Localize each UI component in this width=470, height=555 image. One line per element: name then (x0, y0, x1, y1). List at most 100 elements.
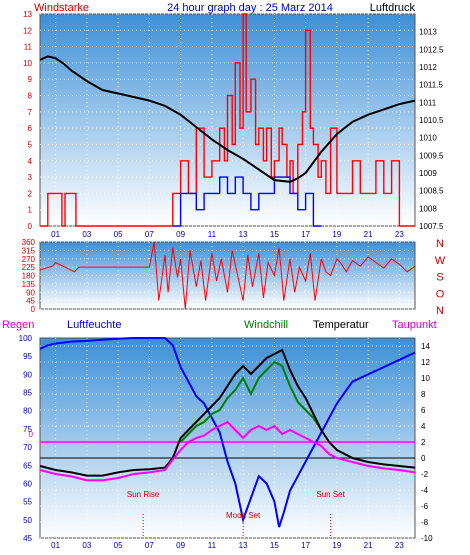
panel-temperature-humidity-background (39, 337, 416, 539)
panel-temperature-humidity-series (39, 337, 416, 528)
wind-time-tick-17: 17 (301, 230, 310, 239)
luftfeuchte-tick-70: 70 (23, 443, 32, 452)
luftdruck-tick-1012-5: 1012.5 (419, 45, 444, 54)
dir-tick-180: 180 (22, 272, 36, 281)
windstarke-tick-12: 12 (23, 26, 32, 35)
dir-tick-45: 45 (26, 297, 35, 306)
dir-tick-90: 90 (26, 288, 35, 297)
luftdruck-tick-1008-5: 1008.5 (419, 187, 444, 196)
temp-tick--8: -8 (421, 518, 429, 527)
temp-time-tick-05: 05 (114, 541, 123, 550)
label-regen: Regen (2, 319, 34, 331)
astro-label-2: Sun Set (316, 490, 345, 499)
luftfeuchte-tick-85: 85 (23, 389, 32, 398)
series-luftfeuchte (39, 337, 416, 528)
wind-time-tick-01: 01 (51, 230, 60, 239)
panel-temperature-humidity-right-axis: -10 -8 -6 -4 -2 0 2 4 6 8 10 12 14 (421, 342, 433, 543)
temp-time-tick-07: 07 (145, 541, 154, 550)
label-temperatur: Temperatur (313, 319, 369, 331)
panel-wind-direction-grid (40, 241, 415, 310)
label-taupunkt: Taupunkt (392, 319, 437, 331)
temp-tick--6: -6 (421, 502, 429, 511)
temp-time-tick-15: 15 (270, 541, 279, 550)
windstarke-tick-13: 13 (23, 10, 32, 19)
temp-tick-8: 8 (421, 390, 426, 399)
dir-tick-360: 360 (22, 238, 36, 247)
luftfeuchte-tick-80: 80 (23, 407, 32, 416)
header-title: 24 hour graph day : 25 Marz 2014 (167, 2, 333, 14)
luftdruck-tick-1012: 1012 (419, 63, 437, 72)
panel-temperature-humidity-time-axis: 01 03 05 07 09 11 13 15 17 19 21 23 (51, 541, 404, 550)
luftdruck-tick-1009: 1009 (419, 169, 437, 178)
windstarke-tick-6: 6 (28, 124, 33, 133)
temp-tick-4: 4 (421, 422, 426, 431)
temp-time-tick-09: 09 (176, 541, 185, 550)
dir-tick-270: 270 (22, 255, 36, 264)
series-luftdruck (39, 55, 416, 183)
luftdruck-tick-1011-5: 1011.5 (419, 81, 443, 90)
dir-tick-225: 225 (22, 263, 36, 272)
dir-label-0: N (436, 238, 444, 250)
temp-tick-0: 0 (421, 454, 426, 463)
label-windchill: Windchill (244, 319, 288, 331)
temp-tick-10: 10 (421, 374, 430, 383)
windstarke-tick-1: 1 (28, 206, 33, 215)
luftdruck-tick-1010-5: 1010.5 (419, 116, 444, 125)
temp-tick--4: -4 (421, 486, 429, 495)
luftdruck-tick-1007-5: 1007.5 (419, 222, 444, 231)
series-temperatur (39, 348, 416, 477)
dir-tick-315: 315 (22, 246, 36, 255)
windstarke-tick-5: 5 (28, 140, 33, 149)
panel-temperature-humidity-left-axis: 45 50 55 60 65 70 75 80 85 90 95 100 (19, 334, 33, 543)
label-luftfeuchte: Luftfeuchte (67, 319, 121, 331)
wind-time-tick-03: 03 (82, 230, 91, 239)
windstarke-tick-10: 10 (23, 59, 32, 68)
series-taupunkt (39, 420, 416, 482)
windstarke-tick-11: 11 (24, 43, 33, 52)
temp-time-tick-11: 11 (208, 541, 217, 550)
temp-tick--2: -2 (421, 470, 429, 479)
dir-tick-135: 135 (22, 280, 36, 289)
windstarke-tick-3: 3 (28, 173, 33, 182)
luftfeuchte-tick-65: 65 (23, 461, 32, 470)
wind-time-tick-19: 19 (332, 230, 341, 239)
series-windrichtung (39, 241, 416, 310)
astro-label-1: Moon Set (226, 511, 261, 520)
temp-time-tick-03: 03 (82, 541, 91, 550)
dir-label-3: O (436, 288, 445, 300)
series-boen (172, 176, 322, 227)
luftfeuchte-tick-95: 95 (23, 352, 32, 361)
luftfeuchte-tick-100: 100 (19, 334, 33, 343)
windstarke-tick-4: 4 (28, 157, 33, 166)
dir-label-4: N (436, 305, 444, 317)
temp-time-tick-21: 21 (364, 541, 373, 550)
luftdruck-tick-1013: 1013 (419, 28, 437, 37)
dir-label-1: W (435, 255, 446, 267)
wind-time-tick-21: 21 (364, 230, 373, 239)
luftfeuchte-tick-55: 55 (23, 498, 32, 507)
dir-label-2: S (436, 272, 443, 284)
wind-time-tick-09: 09 (176, 230, 185, 239)
windstarke-tick-0: 0 (28, 222, 33, 231)
luftdruck-tick-1008: 1008 (419, 204, 437, 213)
temp-time-tick-19: 19 (332, 541, 341, 550)
wind-time-tick-07: 07 (145, 230, 154, 239)
wind-time-tick-13: 13 (239, 230, 248, 239)
luftfeuchte-tick-60: 60 (23, 479, 32, 488)
panel-temperature-humidity-astro: Sun Rise Moon Set Sun Set (127, 490, 346, 538)
temp-time-tick-17: 17 (301, 541, 310, 550)
luftfeuchte-tick-75: 75 (23, 425, 32, 434)
header-luftdruck: Luftdruck (370, 2, 416, 14)
temp-tick-12: 12 (421, 358, 430, 367)
wind-time-tick-15: 15 (270, 230, 279, 239)
luftdruck-tick-1011: 1011 (419, 98, 437, 107)
temp-tick--10: -10 (421, 534, 433, 543)
temp-tick-14: 14 (421, 342, 430, 351)
wind-time-tick-11: 11 (208, 230, 217, 239)
luftfeuchte-tick-45: 45 (23, 534, 32, 543)
